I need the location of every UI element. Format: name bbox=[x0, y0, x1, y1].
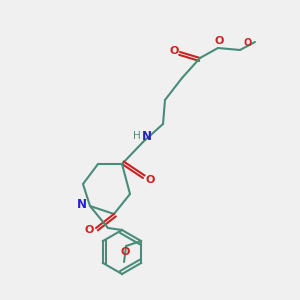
Text: N: N bbox=[142, 130, 152, 142]
Text: O: O bbox=[145, 175, 155, 185]
Text: O: O bbox=[169, 46, 179, 56]
Text: O: O bbox=[120, 247, 130, 257]
Text: H: H bbox=[133, 131, 141, 141]
Text: N: N bbox=[77, 199, 87, 212]
Text: O: O bbox=[243, 38, 251, 48]
Text: O: O bbox=[214, 36, 224, 46]
Text: O: O bbox=[84, 225, 94, 235]
